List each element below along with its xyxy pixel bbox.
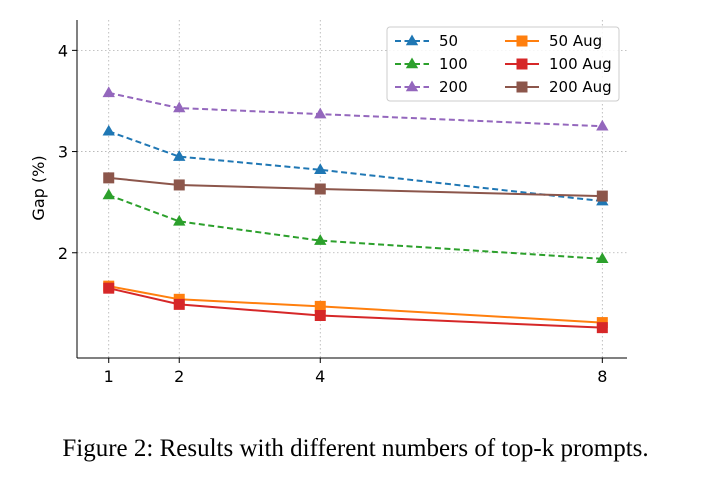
y-tick-label: 3 bbox=[58, 143, 68, 162]
data-point bbox=[173, 214, 186, 226]
data-point bbox=[173, 150, 186, 161]
legend-item: 50 bbox=[395, 32, 458, 50]
data-point bbox=[314, 309, 326, 321]
legend-label: 50 Aug bbox=[549, 32, 602, 50]
axes: 1 2 4 8 2 3 4 bbox=[58, 20, 627, 386]
legend-marker bbox=[516, 81, 528, 93]
series-100 bbox=[102, 188, 609, 264]
legend-item: 100 bbox=[395, 55, 468, 73]
series-200 bbox=[102, 86, 609, 131]
legend-item: 200 bbox=[395, 78, 468, 96]
x-tick-label: 8 bbox=[597, 367, 607, 386]
y-tick-label: 2 bbox=[58, 244, 68, 263]
series-100-aug bbox=[103, 282, 608, 334]
data-point bbox=[314, 300, 326, 312]
series-line bbox=[108, 130, 603, 203]
legend-box bbox=[386, 26, 620, 102]
series-lines bbox=[102, 86, 609, 334]
data-point bbox=[173, 298, 185, 310]
legend-item: 200 Aug bbox=[505, 78, 612, 96]
y-axis-label: Gap (%) bbox=[29, 155, 48, 220]
data-point bbox=[173, 101, 186, 113]
legend-marker bbox=[516, 58, 528, 70]
data-point bbox=[102, 188, 115, 200]
legend-item: 100 Aug bbox=[505, 55, 612, 73]
data-point bbox=[314, 183, 326, 195]
data-point bbox=[314, 107, 327, 119]
x-tick-label: 2 bbox=[174, 367, 184, 386]
line-chart: 1 2 4 8 2 3 4 50 100 200 50 Aug 100 Aug 200 Aug Gap… bbox=[29, 20, 627, 386]
x-tick-label: 1 bbox=[104, 367, 114, 386]
legend-label: 50 bbox=[439, 32, 458, 50]
legend-label: 200 bbox=[439, 78, 468, 96]
data-point bbox=[102, 124, 115, 136]
series-200-aug bbox=[103, 172, 608, 202]
series-line bbox=[108, 91, 603, 128]
data-point bbox=[596, 252, 609, 264]
series-line bbox=[108, 285, 603, 324]
data-point bbox=[103, 282, 115, 294]
legend: 50 100 200 50 Aug 100 Aug 200 Aug bbox=[386, 26, 620, 102]
data-point bbox=[173, 179, 185, 191]
series-line bbox=[108, 176, 603, 198]
data-point bbox=[314, 234, 327, 245]
legend-marker bbox=[405, 34, 419, 46]
series-line bbox=[108, 194, 603, 260]
legend-label: 100 bbox=[439, 55, 468, 73]
legend-marker bbox=[405, 57, 419, 69]
series-50 bbox=[102, 124, 609, 206]
data-point bbox=[596, 190, 608, 202]
legend-marker bbox=[516, 35, 528, 47]
legend-label: 200 Aug bbox=[549, 78, 612, 96]
legend-label: 100 Aug bbox=[549, 55, 612, 73]
x-tick-label: 4 bbox=[315, 367, 325, 386]
data-point bbox=[102, 86, 115, 98]
data-point bbox=[596, 119, 609, 131]
figure-caption: Figure 2: Results with different numbers… bbox=[62, 435, 649, 462]
legend-marker bbox=[405, 80, 419, 92]
series-line bbox=[108, 287, 603, 329]
data-point bbox=[596, 322, 608, 334]
y-tick-label: 4 bbox=[58, 41, 68, 60]
data-point bbox=[103, 172, 115, 184]
legend-item: 50 Aug bbox=[505, 32, 602, 50]
data-point bbox=[314, 163, 327, 174]
